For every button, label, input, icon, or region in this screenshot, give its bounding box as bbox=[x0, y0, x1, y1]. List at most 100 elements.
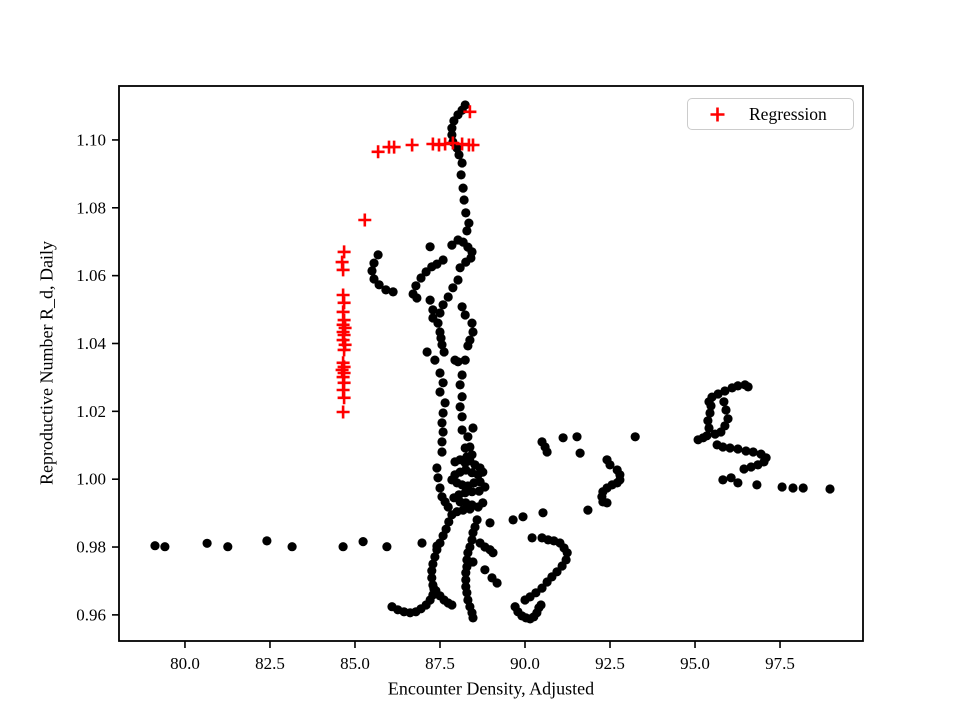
data-point bbox=[472, 515, 482, 525]
data-point bbox=[455, 402, 465, 412]
data-point bbox=[430, 355, 440, 365]
data-point bbox=[478, 498, 488, 508]
data-point bbox=[488, 548, 498, 558]
data-point bbox=[437, 437, 447, 447]
data-point bbox=[741, 446, 751, 456]
data-point bbox=[454, 150, 464, 160]
data-point bbox=[425, 295, 435, 305]
x-tick-label: 95.0 bbox=[680, 654, 710, 673]
series-Regression bbox=[335, 105, 480, 419]
x-tick-label: 92.5 bbox=[595, 654, 625, 673]
data-point bbox=[435, 368, 445, 378]
data-point bbox=[444, 517, 454, 527]
data-point bbox=[439, 347, 449, 357]
axes-spines bbox=[118, 85, 864, 642]
data-point bbox=[562, 548, 572, 558]
data-point bbox=[435, 483, 445, 493]
data-point bbox=[412, 293, 422, 303]
data-point bbox=[429, 584, 439, 594]
data-point bbox=[468, 557, 478, 567]
y-tick-label: 1.10 bbox=[76, 130, 106, 149]
data-point bbox=[733, 444, 743, 454]
x-tick-label: 90.0 bbox=[510, 654, 540, 673]
data-point bbox=[223, 542, 233, 552]
data-point bbox=[467, 535, 477, 545]
data-point bbox=[463, 432, 473, 442]
y-tick-label: 1.06 bbox=[76, 266, 106, 285]
data-point bbox=[433, 318, 443, 328]
data-point bbox=[388, 287, 398, 297]
data-point bbox=[788, 483, 798, 493]
y-tick-label: 0.96 bbox=[76, 605, 106, 624]
y-tick-label: 1.04 bbox=[76, 334, 106, 353]
data-point bbox=[706, 401, 716, 411]
y-axis-label: Reproductive Number R_d, Daily bbox=[36, 241, 57, 485]
data-point bbox=[726, 473, 736, 483]
data-point bbox=[433, 473, 443, 483]
data-point bbox=[428, 305, 438, 315]
x-tick-label: 97.5 bbox=[765, 654, 795, 673]
data-point bbox=[461, 208, 471, 218]
data-point bbox=[527, 533, 537, 543]
data-point bbox=[508, 515, 518, 525]
data-point bbox=[373, 250, 383, 260]
data-point bbox=[542, 577, 552, 587]
data-point bbox=[485, 518, 495, 528]
regression-point bbox=[387, 140, 401, 154]
data-point bbox=[456, 170, 466, 180]
data-point bbox=[382, 542, 392, 552]
data-point bbox=[725, 443, 735, 453]
data-point bbox=[416, 273, 426, 283]
data-point bbox=[417, 538, 427, 548]
data-point bbox=[719, 397, 729, 407]
data-point bbox=[492, 578, 502, 588]
regression-point bbox=[337, 391, 351, 405]
data-point bbox=[536, 600, 546, 610]
data-point bbox=[435, 387, 445, 397]
data-point bbox=[462, 588, 472, 598]
data-point bbox=[518, 512, 528, 522]
x-tick-label: 80.0 bbox=[170, 654, 200, 673]
regression-point bbox=[337, 343, 351, 357]
legend: Regression bbox=[687, 98, 854, 130]
data-point bbox=[358, 537, 368, 547]
regression-point bbox=[463, 105, 477, 119]
data-point bbox=[453, 357, 463, 367]
data-point bbox=[150, 541, 160, 551]
data-point bbox=[461, 257, 471, 267]
data-point bbox=[705, 408, 715, 418]
data-point bbox=[733, 478, 743, 488]
data-point bbox=[693, 435, 703, 445]
regression-point bbox=[336, 263, 350, 277]
data-point bbox=[463, 548, 473, 558]
data-point bbox=[447, 123, 457, 133]
data-point bbox=[460, 310, 470, 320]
data-point bbox=[704, 423, 714, 433]
regression-plus-icon bbox=[710, 107, 725, 121]
data-point bbox=[739, 464, 749, 474]
regression-point bbox=[336, 405, 350, 419]
data-point bbox=[723, 414, 733, 424]
data-point bbox=[447, 600, 457, 610]
data-point bbox=[447, 240, 457, 250]
series-observations bbox=[150, 100, 835, 624]
data-point bbox=[457, 370, 467, 380]
data-point bbox=[468, 528, 478, 538]
data-point bbox=[457, 158, 467, 168]
data-point bbox=[468, 423, 478, 433]
x-axis-label: Encounter Density, Adjusted bbox=[387, 678, 595, 699]
data-point bbox=[438, 427, 448, 437]
data-point bbox=[428, 559, 438, 569]
data-point bbox=[457, 425, 467, 435]
data-point bbox=[262, 536, 272, 546]
data-point bbox=[458, 183, 468, 193]
data-point bbox=[733, 381, 743, 391]
data-point bbox=[438, 408, 448, 418]
data-point bbox=[746, 462, 756, 472]
data-point bbox=[825, 484, 835, 494]
data-point bbox=[703, 416, 713, 426]
data-point bbox=[381, 285, 391, 295]
data-point bbox=[455, 380, 465, 390]
y-tick-label: 0.98 bbox=[76, 538, 106, 557]
